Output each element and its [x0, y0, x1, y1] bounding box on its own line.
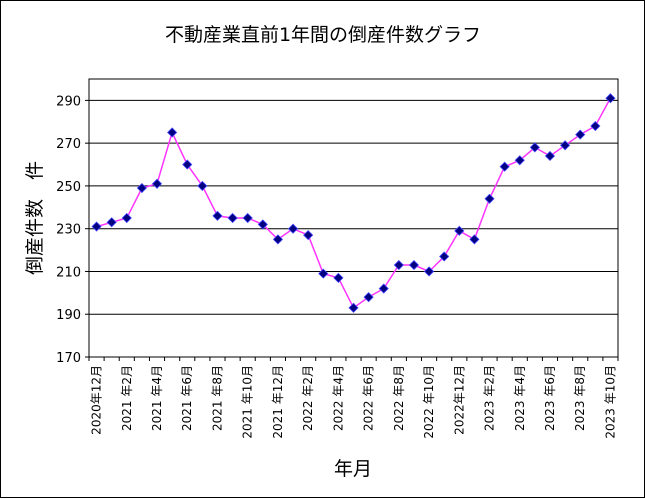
plot-area [88, 78, 619, 358]
data-markers [91, 93, 616, 313]
data-point [529, 142, 540, 153]
x-tick-label: 2022 年4月 [331, 365, 345, 431]
data-point [393, 259, 404, 271]
x-tick-label: 2022 年10月 [422, 365, 436, 439]
data-point [197, 180, 208, 191]
x-axis-ticks: 2020年12月 2021 年2月 2021 年4月 2021 年6月 2021 年8月… [88, 357, 619, 439]
data-point [424, 266, 435, 277]
data-point [318, 268, 329, 279]
data-point [167, 127, 178, 138]
data-point [590, 120, 601, 132]
data-point [287, 223, 299, 234]
y-tick-label: 250 [56, 180, 81, 195]
data-point [408, 259, 420, 271]
x-tick-label: 2020年12月 [90, 365, 104, 435]
x-tick-label: 2021 年4月 [150, 365, 164, 431]
chart-title: 不動産業直前1年間の倒産件数グラフ [165, 24, 481, 46]
data-point [333, 272, 344, 283]
data-point [182, 159, 193, 170]
y-tick-label: 270 [56, 137, 81, 152]
data-point [439, 251, 450, 262]
x-tick-label: 2023 年2月 [483, 365, 497, 431]
data-point [106, 217, 117, 228]
x-tick-label: 2021 年6月 [180, 365, 194, 431]
data-point [469, 234, 480, 245]
data-point [605, 93, 616, 104]
data-point [151, 178, 163, 189]
x-tick-label: 2023 年6月 [543, 365, 557, 431]
data-point [303, 230, 314, 241]
data-point [272, 234, 283, 245]
y-tick-label: 210 [56, 265, 81, 280]
x-axis-label: 年月 [334, 458, 372, 480]
data-point [454, 225, 465, 236]
data-point [575, 129, 586, 140]
x-tick-label: 2021 年2月 [120, 365, 134, 431]
y-tick-label: 290 [56, 94, 81, 109]
x-tick-label: 2023 年8月 [573, 365, 587, 431]
data-point [136, 182, 147, 194]
data-point [378, 283, 389, 294]
x-tick-label: 2021 年12月 [271, 365, 285, 439]
x-tick-label: 2023 年10月 [603, 365, 617, 439]
data-point [544, 150, 556, 162]
data-point [242, 212, 253, 224]
y-axis-ticks: 170 190 210 230 250 270 290 [56, 94, 89, 366]
data-point [227, 212, 238, 224]
data-point [212, 210, 223, 221]
y-axis-label: 倒産件数 件 [24, 161, 46, 275]
data-point [257, 219, 268, 230]
data-point [348, 302, 359, 313]
data-point [514, 155, 525, 166]
x-tick-label: 2022年12月 [452, 365, 466, 435]
data-point [484, 193, 495, 204]
data-point [560, 140, 571, 151]
x-tick-label: 2022 年6月 [362, 365, 376, 431]
y-tick-label: 230 [56, 223, 81, 238]
data-point [91, 221, 102, 232]
x-tick-label: 2021 年8月 [210, 365, 224, 431]
data-point [499, 161, 510, 172]
x-tick-label: 2022 年2月 [301, 365, 315, 431]
data-point [121, 212, 132, 224]
y-tick-label: 170 [56, 351, 81, 366]
y-tick-label: 190 [56, 308, 81, 323]
x-tick-label: 2022 年8月 [392, 365, 406, 431]
x-tick-label: 2023 年4月 [513, 365, 527, 431]
data-point [363, 292, 374, 303]
x-tick-label: 2021 年10月 [241, 365, 255, 439]
